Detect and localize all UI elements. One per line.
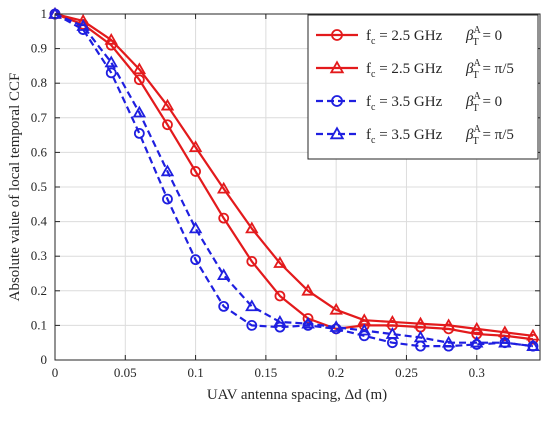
data-point-circle: [162, 193, 173, 205]
data-point-triangle: [216, 181, 231, 194]
data-point-triangle: [413, 330, 428, 343]
series-group: [48, 7, 540, 352]
x-axis-label: UAV antenna spacing, Δd (m): [207, 387, 387, 403]
legend-label: fc = 3.5 GHz: [366, 127, 443, 146]
legend-beta-label: βA T = 0: [465, 25, 502, 48]
data-point-circle: [331, 29, 343, 41]
y-tick-label: 0: [41, 352, 48, 367]
data-point-triangle: [104, 32, 118, 45]
data-point-triangle: [160, 98, 175, 111]
legend-box: [307, 14, 539, 160]
legend-beta-label: βA T = π/5: [465, 58, 514, 81]
y-axis-label: Absolute value of local temporal CCF: [7, 73, 23, 302]
data-point-circle: [246, 319, 258, 331]
y-tick-label: 0.3: [31, 248, 47, 263]
data-point-triangle: [441, 335, 456, 348]
data-point-triangle: [441, 318, 456, 331]
y-tick-label: 0.2: [31, 283, 47, 298]
legend-entry-3: fc = 3.5 GHz βA T = 0: [316, 91, 502, 114]
y-tick-label: 1: [41, 6, 48, 21]
data-point-triangle: [245, 299, 259, 312]
y-tick-label: 0.7: [31, 110, 48, 125]
data-point-circle: [190, 254, 201, 266]
y-tick-label: 0.5: [31, 179, 47, 194]
data-point-circle: [133, 74, 145, 86]
y-tick-label: 0.1: [31, 317, 47, 332]
data-point-triangle: [245, 221, 259, 234]
y-tick-label: 0.9: [31, 41, 47, 56]
data-point-triangle: [216, 268, 231, 281]
data-point-circle: [105, 67, 117, 79]
data-point-triangle: [329, 126, 345, 140]
series-4: [48, 7, 540, 351]
data-point-triangle: [329, 320, 343, 332]
data-point-triangle: [498, 335, 512, 348]
y-tick-label: 0.4: [31, 214, 48, 229]
data-point-circle: [162, 119, 173, 131]
data-point-triangle: [357, 323, 372, 336]
legend-beta-label: βA T = π/5: [465, 124, 514, 147]
data-point-circle: [218, 212, 230, 224]
x-tick-label: 0.2: [328, 365, 344, 380]
legend-entry-4: fc = 3.5 GHz βA T = π/5: [316, 124, 514, 147]
data-point-triangle: [188, 221, 203, 234]
x-tick-label: 0: [52, 365, 59, 380]
x-tick-label: 0.05: [114, 365, 137, 380]
x-tick-label: 0.15: [254, 365, 277, 380]
data-point-triangle: [526, 339, 540, 351]
data-point-triangle: [301, 316, 315, 329]
data-point-triangle: [329, 302, 343, 315]
legend-entry-2: fc = 2.5 GHz βA T = π/5: [316, 58, 514, 81]
axis-ticks: 0 0.05 0.1 0.15 0.2 0.25 0.3 0 0.1 0.2 0.3 0.4 0.5 0.…: [31, 6, 540, 380]
data-point-circle: [218, 300, 230, 312]
data-point-triangle: [132, 105, 147, 118]
legend-entry-1: fc = 2.5 GHz βA T = 0: [316, 25, 502, 48]
data-point-triangle: [273, 256, 287, 268]
legend-label: fc = 3.5 GHz: [366, 94, 443, 113]
data-point-triangle: [76, 19, 90, 31]
legend-label: fc = 2.5 GHz: [366, 28, 443, 47]
data-point-triangle: [385, 327, 400, 339]
data-point-triangle: [188, 140, 203, 152]
data-point-triangle: [385, 314, 400, 327]
y-tick-label: 0.6: [31, 144, 48, 159]
data-point-triangle: [273, 314, 287, 327]
data-point-triangle: [132, 62, 147, 75]
data-point-triangle: [329, 60, 345, 74]
x-tick-label: 0.1: [187, 365, 203, 380]
series-2: [48, 7, 540, 341]
series-line: [54, 12, 534, 348]
data-point-circle: [190, 166, 201, 177]
data-point-triangle: [104, 55, 118, 68]
legend-beta-label: βA T = 0: [465, 91, 502, 114]
x-tick-label: 0.3: [469, 365, 485, 380]
y-tick-label: 0.8: [31, 75, 47, 90]
data-point-triangle: [160, 164, 175, 177]
data-point-circle: [133, 127, 145, 139]
legend: fc = 2.5 GHz βA T = 0 fc = 2.5 GHz βA T = π/5…: [307, 14, 539, 160]
data-point-triangle: [413, 316, 428, 329]
data-point-circle: [274, 290, 286, 302]
series-line: [54, 12, 534, 337]
data-point-triangle: [470, 335, 484, 348]
data-point-circle: [246, 255, 258, 267]
x-tick-label: 0.25: [395, 365, 418, 380]
legend-label: fc = 2.5 GHz: [366, 61, 443, 80]
series-line: [54, 13, 534, 348]
data-point-triangle: [301, 283, 315, 296]
data-point-triangle: [470, 321, 484, 334]
data-point-circle: [331, 95, 343, 107]
